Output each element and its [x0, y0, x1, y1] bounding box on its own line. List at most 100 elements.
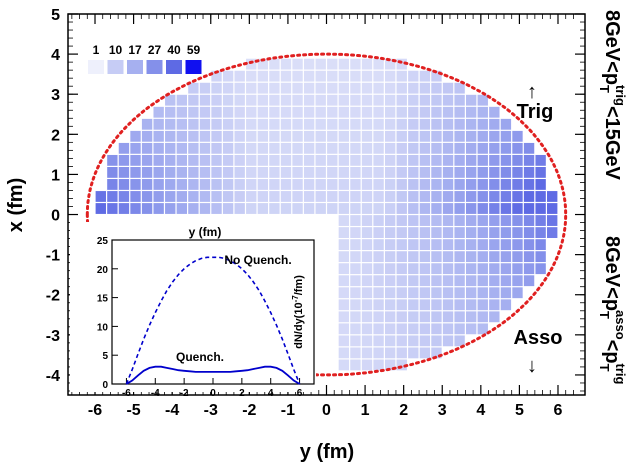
- heatmap-cell: [280, 191, 292, 202]
- heatmap-cell: [489, 227, 500, 238]
- heatmap-cell: [350, 58, 361, 70]
- asso-label-prefix: 8GeV<p: [601, 236, 623, 311]
- asso-label-sup: asso: [613, 310, 628, 340]
- heatmap-cell: [338, 287, 350, 299]
- heatmap-cell: [165, 191, 176, 202]
- heatmap-cell: [315, 82, 326, 94]
- heatmap-cell: [211, 142, 222, 154]
- heatmap-cell: [211, 191, 222, 202]
- heatmap-cell: [408, 239, 419, 251]
- heatmap-cell: [327, 70, 338, 82]
- heatmap-cell: [361, 263, 373, 275]
- heatmap-cell: [408, 203, 419, 214]
- heatmap-cell: [280, 58, 292, 70]
- heatmap-cell: [350, 191, 361, 202]
- heatmap-cell: [465, 203, 477, 214]
- heatmap-cell: [327, 142, 338, 154]
- heatmap-cell: [269, 58, 280, 70]
- heatmap-cell: [431, 70, 442, 82]
- heatmap-cell: [465, 263, 477, 275]
- heatmap-cell: [165, 203, 176, 214]
- heatmap-cell: [431, 142, 442, 154]
- heatmap-cell: [165, 142, 176, 154]
- heatmap-cell: [141, 130, 153, 142]
- heatmap-cell: [315, 118, 326, 130]
- heatmap-cell: [176, 203, 188, 214]
- heatmap-cell: [384, 167, 396, 178]
- trig-label: Trig: [517, 101, 554, 123]
- heatmap-cell: [350, 94, 361, 106]
- heatmap-cell: [373, 94, 384, 106]
- heatmap-cell: [489, 118, 500, 130]
- heatmap-cell: [176, 167, 188, 178]
- heatmap-cell: [361, 106, 373, 118]
- heatmap-cell: [269, 118, 280, 130]
- heatmap-cell: [246, 70, 257, 82]
- heatmap-cell: [396, 167, 407, 178]
- heatmap-cell: [500, 167, 512, 178]
- heatmap-cell: [547, 191, 558, 202]
- heatmap-cell: [477, 215, 488, 226]
- heatmap-cell: [95, 191, 106, 202]
- heatmap-cell: [419, 263, 431, 275]
- heatmap-cell: [454, 191, 465, 202]
- heatmap-cell: [454, 299, 465, 311]
- heatmap-cell: [384, 130, 396, 142]
- heatmap-cell: [477, 251, 488, 263]
- legend-label: 10: [109, 43, 123, 57]
- heatmap-cell: [396, 311, 407, 323]
- heatmap-cell: [431, 130, 442, 142]
- heatmap-cell: [338, 94, 350, 106]
- heatmap-cell: [384, 251, 396, 263]
- heatmap-cell: [361, 347, 373, 359]
- heatmap-cell: [350, 287, 361, 299]
- heatmap-cell: [373, 335, 384, 347]
- trig-pt-range-label: 8GeV<pTtrig<15GeV: [597, 10, 628, 181]
- heatmap-cell: [350, 142, 361, 154]
- x-tick-label: 1: [361, 402, 370, 419]
- heatmap-cell: [431, 323, 442, 335]
- heatmap-cell: [431, 94, 442, 106]
- heatmap-cell: [338, 311, 350, 323]
- heatmap-cell: [465, 130, 477, 142]
- heatmap-cell: [477, 94, 488, 106]
- heatmap-cell: [130, 179, 141, 190]
- heatmap-cell: [431, 227, 442, 238]
- heatmap-cell: [500, 215, 512, 226]
- heatmap-cell: [222, 130, 234, 142]
- heatmap-cell: [269, 191, 280, 202]
- heatmap-cell: [130, 203, 141, 214]
- heatmap-cell: [454, 142, 465, 154]
- heatmap-cell: [500, 191, 512, 202]
- heatmap-cell: [477, 263, 488, 275]
- heatmap-cell: [269, 130, 280, 142]
- heatmap-cell: [373, 311, 384, 323]
- heatmap-cell: [350, 154, 361, 166]
- heatmap-cell: [512, 191, 523, 202]
- heatmap-cell: [361, 130, 373, 142]
- heatmap-cell: [338, 239, 350, 251]
- heatmap-cell: [246, 191, 257, 202]
- heatmap-cell: [512, 154, 523, 166]
- heatmap-cell: [396, 347, 407, 359]
- heatmap-cell: [107, 179, 118, 190]
- heatmap-cell: [257, 142, 269, 154]
- x-tick-label: -4: [165, 402, 179, 419]
- heatmap-cell: [176, 142, 188, 154]
- heatmap-cell: [165, 118, 176, 130]
- heatmap-cell: [165, 154, 176, 166]
- heatmap-cell: [246, 179, 257, 190]
- inset-y-tick-label: 20: [97, 265, 109, 276]
- heatmap-cell: [547, 215, 558, 226]
- heatmap-cell: [303, 82, 315, 94]
- heatmap-cell: [176, 179, 188, 190]
- heatmap-cell: [396, 70, 407, 82]
- heatmap-cell: [512, 251, 523, 263]
- heatmap-cell: [442, 335, 454, 347]
- color-legend: 1 10 17 27 40 59: [88, 43, 202, 74]
- heatmap-cell: [419, 154, 431, 166]
- heatmap-cell: [442, 311, 454, 323]
- heatmap-cell: [500, 179, 512, 190]
- heatmap-cell: [292, 82, 303, 94]
- heatmap-cell: [396, 179, 407, 190]
